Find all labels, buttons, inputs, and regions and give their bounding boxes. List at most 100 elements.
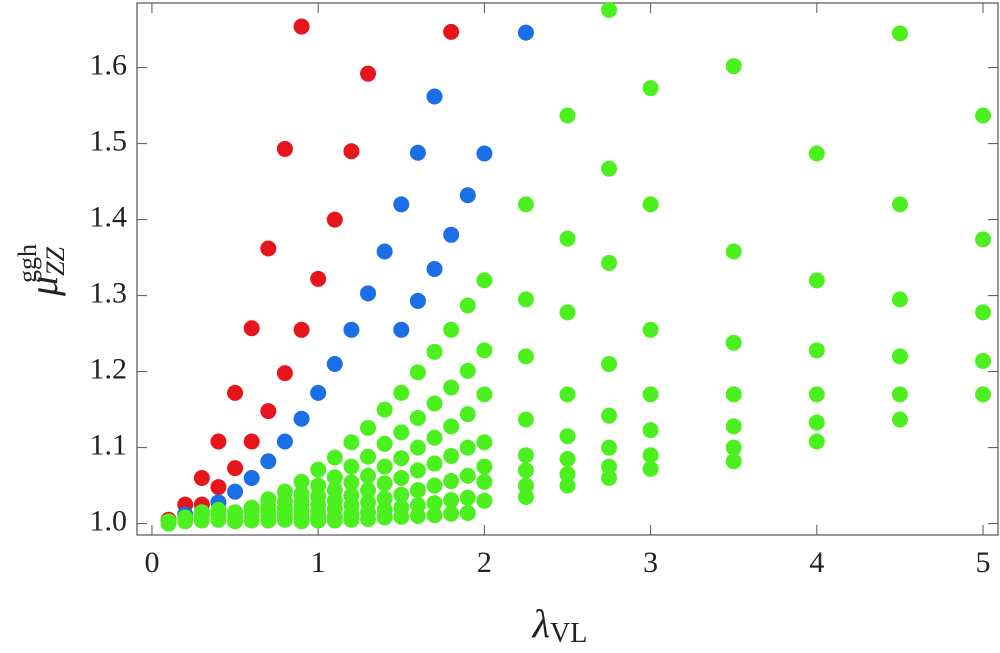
point [326,356,343,372]
y-subscript: ZZ [41,246,70,275]
point [443,418,460,435]
point [459,297,476,314]
point [326,449,343,466]
point [376,435,393,452]
point [725,386,742,403]
y-label-text: μZZggh [13,244,70,297]
point [393,486,410,503]
point [343,511,360,528]
point [476,458,493,475]
point [642,80,659,97]
point [393,321,410,338]
point [517,348,534,365]
point [975,231,992,248]
point [459,489,476,506]
point [293,410,310,427]
point [891,25,908,42]
point [443,226,460,243]
point [559,386,576,403]
point [459,504,476,521]
plot-frame [136,2,999,536]
point [193,470,210,486]
point [601,356,618,372]
point [426,395,443,412]
point [409,482,426,499]
point [808,386,825,403]
point [409,439,426,456]
x-subscript: VL [550,618,587,649]
point [426,429,443,446]
point [601,470,618,486]
point [725,58,742,75]
point [343,474,360,491]
point [376,509,393,526]
y-tick-label: 1.3 [90,276,128,309]
point [642,196,659,213]
point [476,473,493,490]
point [376,401,393,418]
point [360,65,377,82]
point [808,414,825,431]
point [293,513,310,530]
point [160,513,177,530]
point [517,24,534,41]
point [891,291,908,308]
point [642,386,659,403]
point [476,342,493,359]
y-tick-label: 1.1 [90,428,128,461]
x-tick-label: 3 [643,546,658,579]
point [443,473,460,490]
point [975,304,992,321]
point [227,460,244,477]
point [443,23,460,40]
point [808,272,825,289]
point [517,291,534,308]
point [276,433,293,450]
point [891,386,908,403]
point [426,495,443,512]
point [260,453,277,470]
x-axis-label: λVL [532,601,588,649]
point [326,469,343,486]
point [393,450,410,467]
point [360,511,377,528]
point [293,18,310,35]
y-superscript: ggh [13,244,42,283]
point [725,334,742,351]
point [517,462,534,479]
point [601,254,618,271]
point [393,508,410,525]
point [725,439,742,456]
point [260,512,277,529]
point [725,243,742,260]
point [376,490,393,507]
point [459,406,476,423]
point [891,196,908,213]
point [227,483,244,500]
point [243,320,260,337]
point [559,477,576,494]
point [559,304,576,321]
point [360,467,377,484]
point [459,467,476,484]
point [293,321,310,338]
point [443,505,460,522]
point [559,107,576,124]
point [517,196,534,213]
point [260,240,277,257]
x-tick-label: 5 [976,546,991,579]
point [559,451,576,467]
point [517,477,534,494]
point [601,407,618,424]
x-tick-label: 1 [311,546,326,579]
point [293,473,310,490]
x-tick-label: 4 [809,546,824,579]
point [409,462,426,479]
point [601,160,618,177]
point [559,466,576,483]
point [725,418,742,435]
point [243,470,260,486]
point [426,507,443,524]
